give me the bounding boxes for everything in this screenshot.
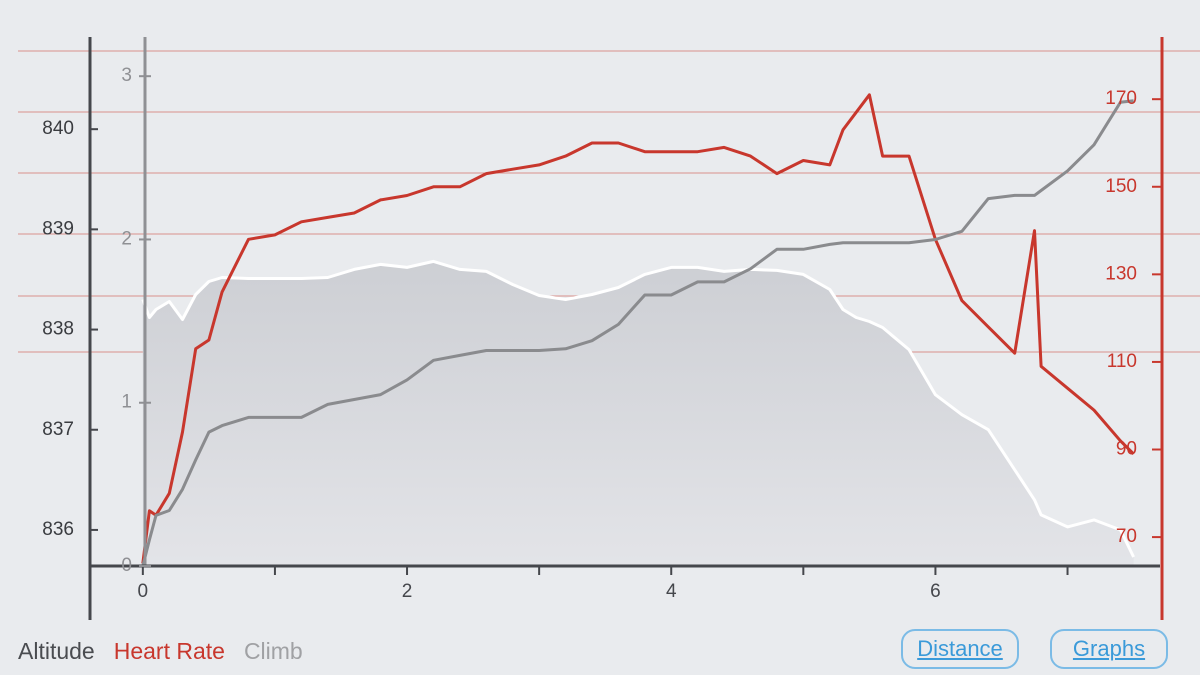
- y3-tick-label: 0: [121, 555, 132, 576]
- graphs-button[interactable]: Graphs: [1050, 629, 1168, 669]
- y2-tick-label: 90: [1116, 439, 1137, 460]
- area-layer: [141, 259, 1135, 566]
- y2-tick-label: 70: [1116, 526, 1137, 547]
- y3-tick-label: 3: [121, 65, 132, 86]
- x-tick-label: 0: [138, 581, 149, 602]
- line: [141, 93, 1135, 564]
- x-tick-label: 6: [930, 581, 941, 602]
- y3-tick-label: 2: [121, 228, 132, 249]
- legend-entry: Heart Rate: [114, 638, 225, 664]
- y-tick-label: 837: [42, 419, 74, 440]
- area: [142, 261, 1134, 566]
- y2-tick-label: 110: [1107, 351, 1137, 372]
- x-tick-label: 4: [666, 581, 677, 602]
- distance-button[interactable]: Distance: [901, 629, 1019, 669]
- line: [141, 259, 1135, 558]
- y3-tick-label: 1: [121, 392, 132, 413]
- legend-entry: Climb: [244, 638, 303, 664]
- y-tick-label: 840: [42, 118, 74, 139]
- y-tick-label: 839: [42, 218, 74, 239]
- line: [141, 99, 1134, 567]
- x-tick-label: 2: [402, 581, 413, 602]
- line-layer: [141, 93, 1135, 567]
- y-tick-label: 838: [42, 319, 74, 340]
- y-tick-label: 836: [42, 519, 74, 540]
- y2-tick-label: 170: [1105, 88, 1137, 109]
- axes-layer: 0 2 4 6 836 837 838 839 840 0 1 2 3 70 90 110 130 150 170: [42, 37, 1164, 620]
- y2-tick-label: 150: [1105, 176, 1137, 197]
- y2-tick-label: 130: [1105, 263, 1137, 284]
- legend-entry: Altitude: [18, 638, 95, 664]
